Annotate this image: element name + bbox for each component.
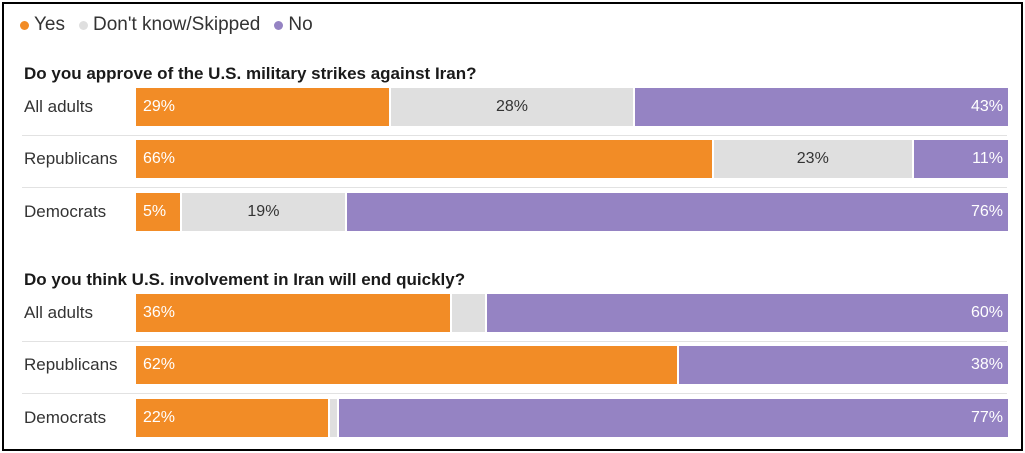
legend-item-no: No — [274, 14, 313, 36]
legend-label-yes: Yes — [34, 14, 65, 35]
bar-segment-yes: 36% — [136, 294, 450, 332]
data-label-yes: 29% — [143, 98, 176, 115]
row-separator — [22, 393, 1007, 394]
bar-segment-dont-know: 19% — [179, 193, 346, 231]
row-label: Republicans — [24, 355, 118, 374]
bar-segment-no: 43% — [633, 88, 1008, 126]
data-label-yes: 62% — [143, 356, 176, 373]
row-separator — [22, 187, 1007, 188]
question-title-1: Do you approve of the U.S. military stri… — [24, 64, 477, 83]
stacked-bar: 5% 19% 76% — [136, 193, 1008, 231]
bar-segment-no: 60% — [484, 294, 1008, 332]
data-label-no: 60% — [970, 304, 1003, 321]
data-label-no: 43% — [970, 98, 1003, 115]
bar-segment-yes: 66% — [136, 140, 712, 178]
stacked-bar: 29% 28% 43% — [136, 88, 1008, 126]
legend: Yes Don't know/Skipped No — [20, 14, 313, 36]
bar-segment-yes: 62% — [136, 346, 677, 384]
bar-segment-dont-know — [327, 399, 337, 437]
row-separator — [22, 135, 1007, 136]
legend-label-dont-know: Don't know/Skipped — [93, 14, 261, 35]
data-label-dont-know: 28% — [495, 98, 528, 115]
bar-segment-dont-know: 28% — [388, 88, 634, 126]
row-label: Democrats — [24, 408, 107, 427]
data-label-no: 11% — [972, 150, 1003, 167]
row-label: All adults — [24, 97, 93, 116]
data-label-yes: 66% — [143, 150, 176, 167]
legend-dot-no — [274, 20, 284, 30]
legend-item-dont-know: Don't know/Skipped — [79, 14, 260, 36]
bar-segment-yes: 29% — [136, 88, 389, 126]
data-label-no: 76% — [970, 203, 1003, 220]
question-title-2: Do you think U.S. involvement in Iran wi… — [24, 270, 466, 289]
data-label-yes: 22% — [143, 409, 176, 426]
stacked-bar: 22% 77% — [136, 399, 1008, 437]
stacked-bar: 66% 23% 11% — [136, 140, 1008, 178]
bar-segment-no: 76% — [345, 193, 1008, 231]
bar-segment-yes: 22% — [136, 399, 328, 437]
bar-segment-no: 77% — [336, 399, 1008, 437]
legend-item-yes: Yes — [20, 14, 65, 36]
row-label: Republicans — [24, 149, 118, 168]
data-label-yes: 36% — [143, 304, 176, 321]
data-label-dont-know: 19% — [247, 203, 280, 220]
legend-label-no: No — [288, 14, 313, 35]
stacked-bar: 62% 38% — [136, 346, 1008, 384]
row-label: All adults — [24, 303, 93, 322]
data-label-dont-know: 23% — [796, 150, 829, 167]
row-separator — [22, 341, 1007, 342]
legend-dot-dont-know — [79, 20, 88, 30]
bar-segment-dont-know — [449, 294, 485, 332]
data-label-no: 77% — [970, 409, 1003, 426]
bar-segment-no: 11% — [912, 140, 1008, 178]
data-label-yes: 5% — [143, 203, 167, 220]
bar-segment-no: 38% — [676, 346, 1008, 384]
data-label-no: 38% — [970, 356, 1003, 373]
bar-segment-yes: 5% — [136, 193, 180, 231]
row-label: Democrats — [24, 202, 107, 221]
stacked-bar: 36% 60% — [136, 294, 1008, 332]
legend-dot-yes — [20, 20, 29, 30]
bar-segment-dont-know: 23% — [711, 140, 913, 178]
